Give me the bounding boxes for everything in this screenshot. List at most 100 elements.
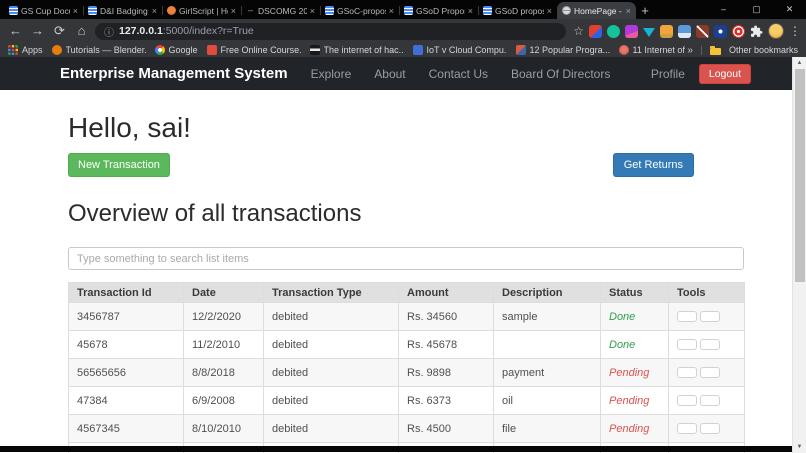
bookmark-item[interactable]: The internet of hac... xyxy=(309,45,404,55)
tool-button-2[interactable] xyxy=(700,423,720,435)
close-icon[interactable]: × xyxy=(72,5,78,16)
bookmark-item[interactable]: 11 Internet of Thing... xyxy=(618,45,713,55)
tool-button-2[interactable] xyxy=(700,339,720,351)
bookmark-item[interactable]: IoT v Cloud Compu... xyxy=(412,45,507,55)
extension-icon-3[interactable] xyxy=(625,24,638,38)
bookmark-label: IoT v Cloud Compu... xyxy=(426,45,507,55)
extension-icon-9[interactable] xyxy=(732,24,745,38)
bookmarks-overflow-icon[interactable]: » xyxy=(687,44,693,56)
bookmark-item[interactable]: Free Online Course... xyxy=(206,45,301,55)
address-bar[interactable]: ⓘ 127.0.0.1:5000/index?r=True xyxy=(95,22,567,40)
get-returns-button[interactable]: Get Returns xyxy=(612,153,694,177)
browser-tab-3[interactable]: GirlScript | Ho × xyxy=(162,2,241,19)
extensions-puzzle-icon[interactable] xyxy=(750,25,763,38)
nav-link-board[interactable]: Board Of Directors xyxy=(510,66,611,81)
cell-date: 8/10/2010 xyxy=(183,414,264,443)
url-path: :5000/index?r=True xyxy=(162,25,254,37)
browser-tab-4[interactable]: – DSCOMG 202 × xyxy=(241,2,320,19)
extension-icon-6[interactable] xyxy=(678,24,691,38)
profile-link[interactable]: Profile xyxy=(650,66,685,81)
tab-title: GSoD propos xyxy=(495,5,544,16)
apps-shortcut[interactable]: Apps xyxy=(8,45,43,55)
window-close-button[interactable]: ✕ xyxy=(785,4,794,14)
bookmark-item[interactable]: 12 Popular Progra... xyxy=(515,45,610,55)
forward-icon[interactable]: → xyxy=(31,23,44,38)
tab-title: GS Cup Docu xyxy=(21,5,70,16)
profile-avatar[interactable] xyxy=(768,23,784,39)
close-icon[interactable]: × xyxy=(625,5,631,16)
nav-link-explore[interactable]: Explore xyxy=(310,66,352,81)
back-icon[interactable]: ← xyxy=(9,23,22,38)
close-icon[interactable]: × xyxy=(388,5,394,16)
browser-tab-2[interactable]: D&I Badging × xyxy=(83,2,162,19)
header-date: Date xyxy=(183,282,264,303)
brand-title[interactable]: Enterprise Management System xyxy=(60,65,288,82)
table-header-row: Transaction Id Date Transaction Type Amo… xyxy=(68,282,745,303)
status-badge: Pending xyxy=(600,414,669,443)
tool-button-1[interactable] xyxy=(677,339,697,351)
close-icon[interactable]: × xyxy=(467,5,473,16)
bookmark-label: Google xyxy=(168,45,198,55)
reload-icon[interactable]: ⟳ xyxy=(54,23,65,38)
extension-icon-7[interactable] xyxy=(696,24,709,38)
browser-tab-7[interactable]: GSoD propos × xyxy=(478,2,557,19)
tool-button-1[interactable] xyxy=(677,367,697,379)
extension-icon-4[interactable] xyxy=(643,27,655,37)
cell-id: 56565656 xyxy=(68,358,184,387)
bookmark-item[interactable]: Tutorials — Blender... xyxy=(51,45,146,55)
new-tab-button[interactable]: + xyxy=(641,3,649,18)
scroll-up-icon[interactable]: ▲ xyxy=(796,60,803,66)
section-title: Overview of all transactions xyxy=(68,200,362,227)
docs-icon xyxy=(404,6,413,15)
tool-button-2[interactable] xyxy=(700,311,720,323)
tab-title: GirlScript | Ho xyxy=(179,5,228,16)
status-badge: Pending xyxy=(600,358,669,387)
tool-button-2[interactable] xyxy=(700,395,720,407)
close-icon[interactable]: × xyxy=(546,5,552,16)
tool-button-1[interactable] xyxy=(677,395,697,407)
tool-button-2[interactable] xyxy=(700,367,720,379)
cell-amount: Rs. 6373 xyxy=(398,386,494,415)
nav-link-about[interactable]: About xyxy=(374,66,406,81)
info-icon[interactable]: ⓘ xyxy=(104,27,114,39)
close-icon[interactable]: × xyxy=(230,5,236,16)
browser-menu-icon[interactable]: ⋮ xyxy=(789,24,801,38)
status-badge: Done xyxy=(600,330,669,359)
search-input[interactable] xyxy=(68,247,744,270)
tool-button-1[interactable] xyxy=(677,311,697,323)
browser-tab-6[interactable]: GSoD Propos × xyxy=(399,2,478,19)
main-content: Hello, sai! New Transaction Get Returns … xyxy=(68,112,745,453)
iot-site-icon xyxy=(412,45,423,55)
home-icon[interactable]: ⌂ xyxy=(77,23,86,38)
close-icon[interactable]: × xyxy=(309,5,315,16)
page-scrollbar[interactable]: ▲ ▼ xyxy=(792,57,806,453)
browser-tab-1[interactable]: GS Cup Docu × xyxy=(4,2,83,19)
tool-button-1[interactable] xyxy=(677,423,697,435)
docs-icon xyxy=(9,6,18,15)
browser-tab-5[interactable]: GSoC-propos × xyxy=(320,2,399,19)
scroll-down-icon[interactable]: ▼ xyxy=(796,444,803,450)
cell-type: debited xyxy=(263,414,399,443)
url-text: 127.0.0.1:5000/index?r=True xyxy=(119,25,254,37)
close-icon[interactable]: × xyxy=(151,5,157,16)
extension-icon-1[interactable] xyxy=(589,24,602,38)
browser-tab-active[interactable]: HomePage - E × xyxy=(557,2,636,19)
extension-icon-5[interactable] xyxy=(660,24,673,38)
cell-id: 45678 xyxy=(68,330,184,359)
new-transaction-button[interactable]: New Transaction xyxy=(68,153,170,177)
maximize-button[interactable]: ▢ xyxy=(752,4,761,14)
logout-button[interactable]: Logout xyxy=(698,63,751,84)
other-bookmarks-button[interactable]: Other bookmarks xyxy=(728,45,798,55)
extension-icon-8[interactable] xyxy=(714,24,727,38)
scrollbar-thumb[interactable] xyxy=(794,69,805,282)
page-greeting: Hello, sai! xyxy=(68,112,191,143)
cell-id: 3456787 xyxy=(68,302,184,331)
extension-icon-2[interactable] xyxy=(607,24,620,38)
status-badge: Done xyxy=(600,302,669,331)
bookmark-item[interactable]: Google xyxy=(154,45,198,55)
nav-link-contact[interactable]: Contact Us xyxy=(428,66,488,81)
bookmark-label: Free Online Course... xyxy=(220,45,301,55)
google-icon xyxy=(154,45,165,55)
bookmark-star-icon[interactable]: ☆ xyxy=(573,24,584,38)
minimize-button[interactable]: – xyxy=(720,4,726,14)
